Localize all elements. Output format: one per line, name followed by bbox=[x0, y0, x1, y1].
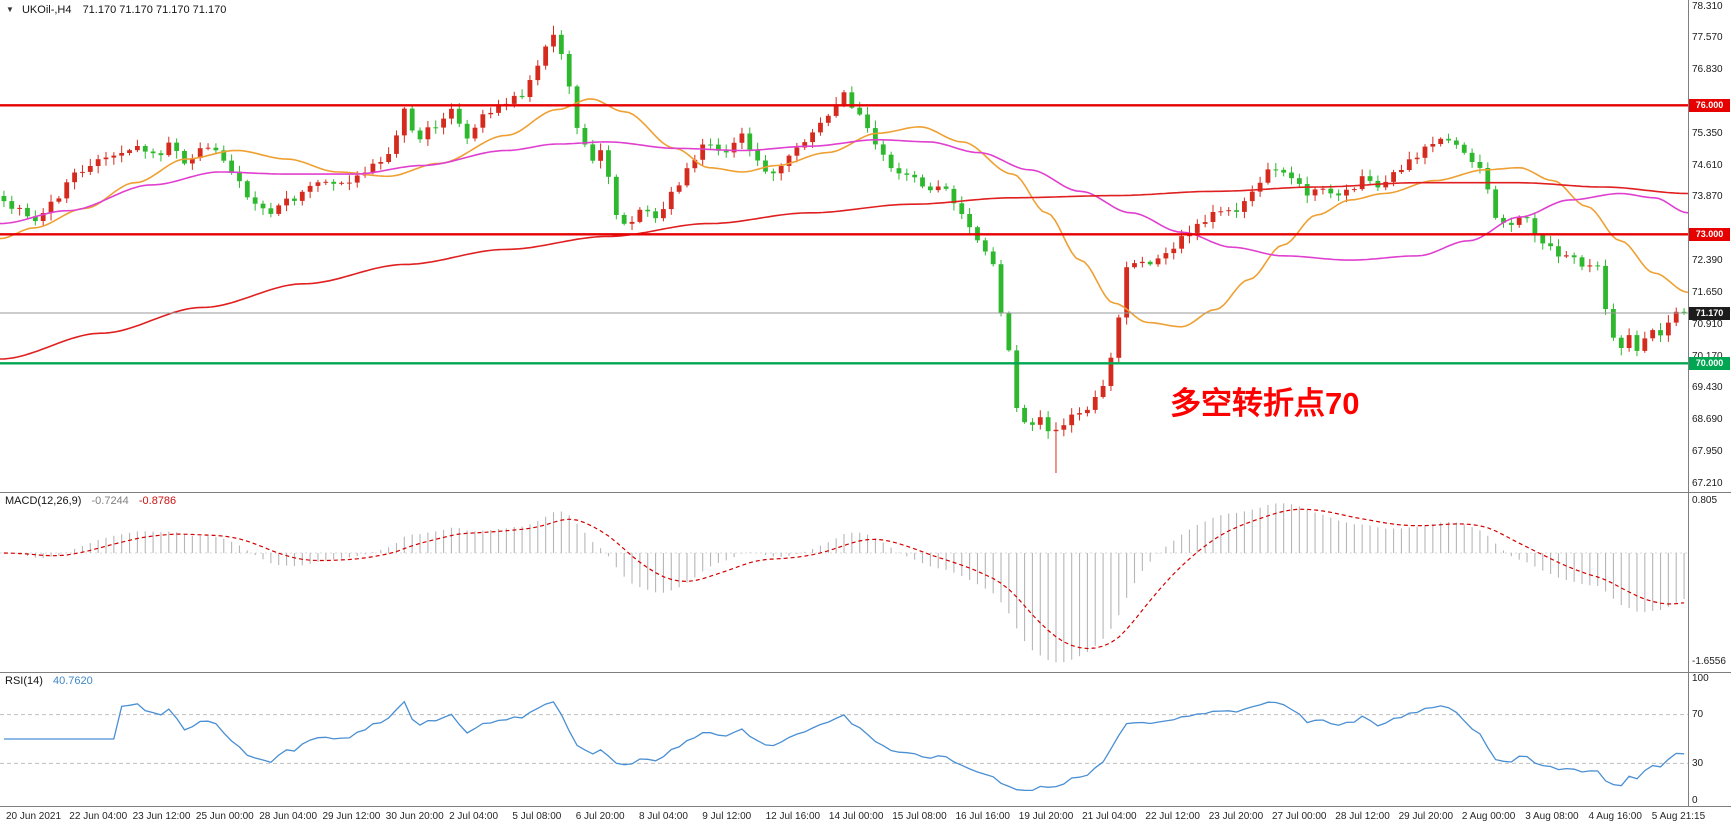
price-badge-70.000[interactable]: 70.000 bbox=[1689, 356, 1730, 370]
price-axis-tick: 72.390 bbox=[1692, 255, 1723, 267]
time-axis-label: 12 Jul 16:00 bbox=[765, 811, 821, 822]
macd-axis-tick: -1.6556 bbox=[1692, 656, 1726, 668]
ma-mid-line[interactable] bbox=[0, 138, 1689, 261]
price-axis-tick: 71.650 bbox=[1692, 286, 1723, 298]
macd-header: MACD(12,26,9) -0.7244 -0.8786 bbox=[5, 495, 183, 507]
chart-annotation-text[interactable]: 多空转折点70 bbox=[1170, 386, 1360, 421]
time-axis-label: 2 Aug 00:00 bbox=[1461, 811, 1516, 822]
candlestick-series bbox=[1, 25, 1687, 473]
time-axis-label: 29 Jul 20:00 bbox=[1398, 811, 1454, 822]
price-axis-tick: 77.570 bbox=[1692, 32, 1723, 44]
rsi-line bbox=[3, 700, 1685, 792]
time-axis-label: 5 Jul 08:00 bbox=[512, 811, 562, 822]
price-axis-tick: 75.350 bbox=[1692, 127, 1723, 139]
rsi-label: RSI(14) bbox=[5, 675, 43, 687]
time-axis-label: 15 Jul 08:00 bbox=[892, 811, 947, 822]
price-axis-tick: 69.430 bbox=[1692, 382, 1723, 394]
time-axis-label: 23 Jul 20:00 bbox=[1208, 811, 1264, 822]
rsi-axis-tick: 70 bbox=[1692, 709, 1704, 721]
symbol-dropdown-icon[interactable]: ▼ bbox=[6, 5, 14, 14]
time-axis-label: 9 Jul 12:00 bbox=[702, 811, 752, 822]
current-price-badge: 71.170 bbox=[1689, 306, 1730, 320]
time-axis-label: 19 Jul 20:00 bbox=[1018, 811, 1074, 822]
time-axis-label: 28 Jul 12:00 bbox=[1335, 811, 1390, 822]
price-axis-tick: 67.950 bbox=[1692, 445, 1723, 457]
time-axis-label: 20 Jun 2021 bbox=[6, 811, 62, 822]
time-axis-label: 6 Jul 20:00 bbox=[575, 811, 625, 822]
time-axis-label: 29 Jun 12:00 bbox=[322, 811, 381, 822]
time-axis-label: 21 Jul 04:00 bbox=[1082, 811, 1137, 822]
rsi-axis-tick: 0 bbox=[1692, 794, 1698, 806]
symbol-title: UKOil-,H4 bbox=[21, 4, 72, 16]
macd-value-signal: -0.8786 bbox=[138, 495, 177, 507]
symbol-header: ▼ UKOil-,H4 71.170 71.170 71.170 71.170 bbox=[6, 4, 226, 16]
rsi-axis-tick: 100 bbox=[1692, 672, 1709, 684]
rsi-value: 40.7620 bbox=[52, 675, 93, 687]
price-axis-tick: 73.870 bbox=[1692, 191, 1723, 203]
rsi-axis-tick: 30 bbox=[1692, 757, 1704, 769]
time-axis-label: 22 Jun 04:00 bbox=[69, 811, 128, 822]
time-axis-label: 27 Jul 00:00 bbox=[1272, 811, 1327, 822]
time-axis-label: 22 Jul 12:00 bbox=[1145, 811, 1200, 822]
time-axis-label: 3 Aug 08:00 bbox=[1525, 811, 1579, 822]
price-axis-tick: 70.170 bbox=[1692, 351, 1723, 362]
price-axis-tick: 68.690 bbox=[1692, 414, 1723, 426]
price-badge-76.000[interactable]: 76.000 bbox=[1689, 98, 1730, 112]
time-axis-label: 28 Jun 04:00 bbox=[259, 811, 318, 822]
ma-fast-line[interactable] bbox=[0, 98, 1689, 328]
price-axis-tick: 78.310 bbox=[1692, 0, 1723, 12]
macd-axis-tick: 0.805 bbox=[1692, 494, 1718, 506]
macd-signal-line bbox=[3, 508, 1685, 650]
macd-value-main: -0.7244 bbox=[91, 495, 129, 507]
symbol-quotes: 71.170 71.170 71.170 71.170 bbox=[82, 4, 227, 16]
time-axis-label: 23 Jun 12:00 bbox=[132, 811, 191, 822]
time-axis-label: 14 Jul 00:00 bbox=[828, 811, 884, 822]
ma-slow-line[interactable] bbox=[0, 181, 1689, 360]
macd-label: MACD(12,26,9) bbox=[5, 495, 82, 507]
time-axis-label: 4 Aug 16:00 bbox=[1588, 811, 1642, 822]
price-axis-tick: 76.830 bbox=[1692, 64, 1723, 76]
time-axis-label: 16 Jul 16:00 bbox=[955, 811, 1011, 822]
rsi-header: RSI(14) 40.7620 bbox=[5, 675, 100, 687]
price-axis-tick: 67.210 bbox=[1692, 477, 1723, 489]
time-axis-label: 30 Jun 20:00 bbox=[385, 811, 444, 822]
price-axis-tick: 74.610 bbox=[1692, 159, 1723, 171]
time-axis-label: 2 Jul 04:00 bbox=[449, 811, 499, 822]
time-axis-label: 8 Jul 04:00 bbox=[639, 811, 688, 822]
macd-histogram bbox=[11, 503, 1685, 663]
price-axis-tick: 70.910 bbox=[1692, 318, 1723, 330]
time-axis-label: 25 Jun 00:00 bbox=[195, 811, 254, 822]
time-axis-label: 5 Aug 21:15 bbox=[1651, 811, 1706, 822]
price-badge-73.000[interactable]: 73.000 bbox=[1689, 227, 1730, 241]
